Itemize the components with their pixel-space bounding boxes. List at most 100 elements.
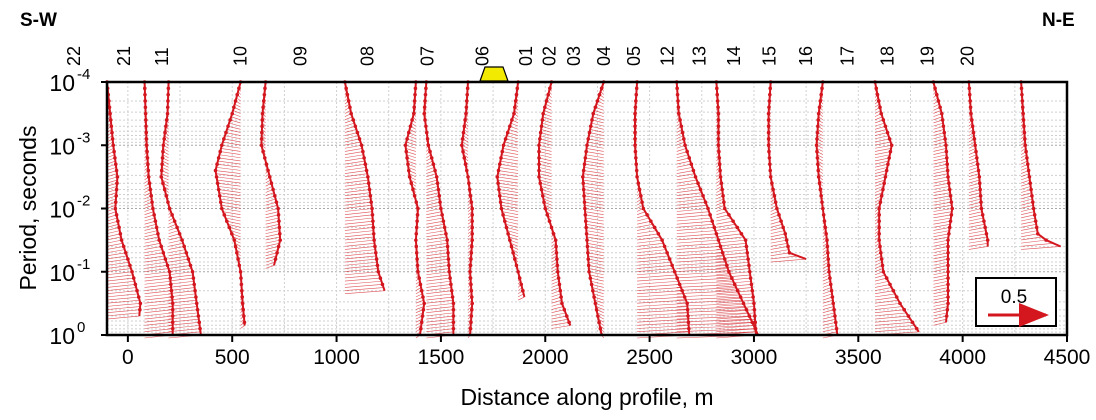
data-point (835, 327, 839, 331)
induction-vector (169, 278, 194, 281)
data-point (1021, 99, 1025, 103)
induction-vector (933, 155, 946, 158)
data-point (1023, 143, 1027, 147)
data-point (365, 169, 369, 173)
data-point (824, 226, 828, 230)
data-point (499, 200, 503, 204)
induction-vector (593, 117, 604, 120)
data-point (749, 276, 753, 280)
data-point (470, 251, 474, 255)
data-point (587, 264, 591, 268)
induction-vector (107, 294, 138, 297)
induction-vector (107, 231, 120, 234)
data-point (147, 175, 151, 179)
induction-vector (677, 243, 720, 246)
data-point (877, 99, 881, 103)
induction-vector (507, 136, 518, 139)
data-point (548, 87, 552, 91)
induction-vector (345, 199, 371, 202)
induction-vector (345, 240, 374, 243)
data-point (786, 245, 790, 249)
data-point (692, 169, 696, 173)
data-point (139, 302, 143, 306)
data-point (1033, 213, 1037, 217)
induction-vector (552, 307, 564, 310)
data-point (452, 314, 456, 318)
data-point (583, 207, 587, 211)
data-point (469, 283, 473, 287)
data-point (559, 295, 563, 299)
data-point (435, 175, 439, 179)
induction-vector (933, 218, 951, 221)
data-point (108, 112, 112, 116)
data-point (442, 219, 446, 223)
data-point (748, 314, 752, 318)
data-point (676, 93, 680, 97)
induction-vector (503, 148, 518, 151)
data-point (164, 257, 168, 261)
data-point (718, 156, 722, 160)
data-point (983, 226, 987, 230)
induction-vector (169, 275, 193, 278)
induction-vector (933, 281, 948, 284)
induction-vector (266, 224, 280, 227)
induction-vector (933, 186, 949, 189)
induction-vector (345, 136, 359, 139)
data-point (422, 302, 426, 306)
data-point (451, 295, 455, 299)
data-point (115, 181, 119, 185)
data-point (239, 270, 243, 274)
data-point (781, 226, 785, 230)
data-point (550, 226, 554, 230)
induction-vector (771, 253, 790, 256)
data-point (452, 327, 456, 331)
data-point (506, 232, 510, 236)
induction-vector (345, 284, 383, 287)
data-point (260, 143, 264, 147)
data-point (785, 238, 789, 242)
induction-vector (677, 231, 716, 234)
data-point (683, 143, 687, 147)
data-point (132, 276, 136, 280)
induction-vector (107, 262, 129, 265)
induction-vector (499, 186, 519, 189)
data-point (886, 162, 890, 166)
induction-vector (637, 262, 671, 265)
station-label-03: 03 (564, 46, 584, 66)
data-point (815, 137, 819, 141)
data-point (830, 289, 834, 293)
data-point (222, 137, 226, 141)
data-point (943, 137, 947, 141)
induction-vector (933, 288, 948, 291)
data-point (633, 124, 637, 128)
data-point (584, 213, 588, 217)
induction-vector (586, 231, 603, 234)
data-point (817, 112, 821, 116)
data-point (163, 188, 167, 192)
data-point (276, 207, 280, 211)
data-point (556, 264, 560, 268)
data-point (448, 276, 452, 280)
data-point (368, 188, 372, 192)
data-point (834, 321, 838, 325)
induction-vector (677, 288, 736, 291)
data-point (415, 251, 419, 255)
data-point (497, 188, 501, 192)
data-point (543, 106, 547, 110)
data-point (148, 181, 152, 185)
data-point (822, 213, 826, 217)
data-point (413, 99, 417, 103)
data-point (537, 162, 541, 166)
station-label-19: 19 (917, 46, 937, 66)
data-point (769, 175, 773, 179)
data-point (171, 321, 175, 325)
station-label-13: 13 (689, 46, 709, 66)
induction-vector (345, 186, 369, 189)
induction-vector (107, 281, 135, 284)
data-point (468, 270, 472, 274)
induction-vector (969, 167, 978, 170)
data-point (414, 87, 418, 91)
data-point (599, 327, 603, 331)
induction-vector (426, 167, 434, 170)
